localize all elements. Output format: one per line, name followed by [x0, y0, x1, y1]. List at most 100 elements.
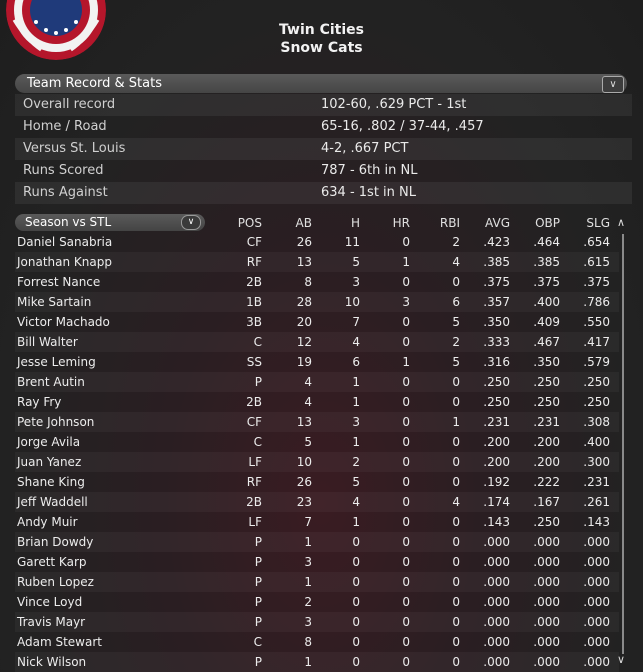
player-name[interactable]: Daniel Sanabria	[17, 235, 113, 249]
cell-rbi: 0	[452, 435, 460, 449]
column-header-ab[interactable]: AB	[295, 216, 312, 230]
cell-obp: .250	[533, 375, 560, 389]
table-row[interactable]: Jeff Waddell 2B 23 4 0 4 .174 .167 .261	[15, 492, 619, 512]
cell-avg: .333	[483, 335, 510, 349]
player-name[interactable]: Jeff Waddell	[17, 495, 88, 509]
record-row: Runs Scored 787 - 6th in NL	[15, 160, 632, 182]
cell-pos: LF	[248, 515, 262, 529]
table-row[interactable]: Ray Fry 2B 4 1 0 0 .250 .250 .250	[15, 392, 619, 412]
cell-slg: .000	[583, 575, 610, 589]
cell-h: 0	[352, 535, 360, 549]
player-name[interactable]: Garett Karp	[17, 555, 87, 569]
table-row[interactable]: Victor Machado 3B 20 7 0 5 .350 .409 .550	[15, 312, 619, 332]
player-name[interactable]: Brian Dowdy	[17, 535, 94, 549]
cell-pos: 2B	[246, 395, 262, 409]
player-name[interactable]: Forrest Nance	[17, 275, 101, 289]
team-record-header[interactable]: Team Record & Stats ∨	[15, 74, 627, 93]
player-name[interactable]: Shane King	[17, 475, 85, 489]
player-name[interactable]: Jonathan Knapp	[17, 255, 112, 269]
cell-slg: .000	[583, 555, 610, 569]
cell-slg: .550	[583, 315, 610, 329]
column-header-obp[interactable]: OBP	[535, 216, 560, 230]
table-row[interactable]: Nick Wilson P 1 0 0 0 .000 .000 .000	[15, 652, 619, 672]
column-header-h[interactable]: H	[350, 216, 360, 230]
table-row[interactable]: Vince Loyd P 2 0 0 0 .000 .000 .000	[15, 592, 619, 612]
cell-rbi: 0	[452, 275, 460, 289]
cell-rbi: 0	[452, 535, 460, 549]
player-name[interactable]: Bill Walter	[17, 335, 78, 349]
record-label: Overall record	[23, 97, 116, 112]
player-name[interactable]: Ray Fry	[17, 395, 62, 409]
table-row[interactable]: Juan Yanez LF 10 2 0 0 .200 .200 .300	[15, 452, 619, 472]
record-value: 102-60, .629 PCT - 1st	[321, 97, 467, 112]
table-row[interactable]: Garett Karp P 3 0 0 0 .000 .000 .000	[15, 552, 619, 572]
cell-slg: .261	[583, 495, 610, 509]
player-name[interactable]: Mike Sartain	[17, 295, 92, 309]
cell-pos: P	[254, 535, 262, 549]
table-row[interactable]: Forrest Nance 2B 8 3 0 0 .375 .375 .375	[15, 272, 619, 292]
scroll-down-icon[interactable]: ∨	[617, 653, 626, 666]
player-name[interactable]: Travis Mayr	[17, 615, 86, 629]
cell-hr: 0	[402, 535, 410, 549]
column-header-rbi[interactable]: RBI	[439, 216, 460, 230]
table-row[interactable]: Travis Mayr P 3 0 0 0 .000 .000 .000	[15, 612, 619, 632]
player-name[interactable]: Victor Machado	[17, 315, 110, 329]
cell-obp: .464	[533, 235, 560, 249]
table-row[interactable]: Jonathan Knapp RF 13 5 1 4 .385 .385 .615	[15, 252, 619, 272]
cell-h: 0	[352, 555, 360, 569]
table-row[interactable]: Jorge Avila C 5 1 0 0 .200 .200 .400	[15, 432, 619, 452]
cell-rbi: 2	[452, 235, 460, 249]
cell-avg: .250	[483, 395, 510, 409]
cell-pos: SS	[246, 355, 262, 369]
table-row[interactable]: Daniel Sanabria CF 26 11 0 2 .423 .464 .654	[15, 232, 619, 252]
player-name[interactable]: Jesse Leming	[17, 355, 96, 369]
player-name[interactable]: Andy Muir	[17, 515, 78, 529]
team-name: Snow Cats	[280, 40, 363, 56]
player-name[interactable]: Nick Wilson	[17, 655, 87, 669]
record-row: Overall record 102-60, .629 PCT - 1st	[15, 94, 632, 116]
cell-rbi: 0	[452, 455, 460, 469]
column-header-pos[interactable]: POS	[237, 216, 262, 230]
cell-obp: .467	[533, 335, 560, 349]
cell-rbi: 0	[452, 615, 460, 629]
cell-slg: .000	[583, 655, 610, 669]
chevron-down-icon[interactable]: ∨	[602, 76, 624, 93]
player-name[interactable]: Vince Loyd	[17, 595, 83, 609]
cell-pos: P	[254, 375, 262, 389]
cell-avg: .200	[483, 455, 510, 469]
cell-avg: .357	[483, 295, 510, 309]
cell-avg: .316	[483, 355, 510, 369]
cell-rbi: 2	[452, 335, 460, 349]
scrollbar[interactable]	[622, 234, 624, 654]
player-name[interactable]: Juan Yanez	[17, 455, 82, 469]
cell-hr: 0	[402, 615, 410, 629]
chevron-down-icon[interactable]: ∨	[181, 215, 201, 230]
player-name[interactable]: Adam Stewart	[17, 635, 102, 649]
cell-slg: .579	[583, 355, 610, 369]
table-row[interactable]: Brian Dowdy P 1 0 0 0 .000 .000 .000	[15, 532, 619, 552]
split-selector[interactable]: Season vs STL ∨	[15, 214, 205, 231]
cell-h: 0	[352, 595, 360, 609]
player-name[interactable]: Jorge Avila	[17, 435, 81, 449]
player-name[interactable]: Pete Johnson	[17, 415, 95, 429]
player-name[interactable]: Ruben Lopez	[17, 575, 94, 589]
column-header-slg[interactable]: SLG	[586, 216, 610, 230]
table-row[interactable]: Brent Autin P 4 1 0 0 .250 .250 .250	[15, 372, 619, 392]
scroll-up-icon[interactable]: ∧	[617, 216, 626, 229]
table-row[interactable]: Pete Johnson CF 13 3 0 1 .231 .231 .308	[15, 412, 619, 432]
table-row[interactable]: Mike Sartain 1B 28 10 3 6 .357 .400 .786	[15, 292, 619, 312]
record-label: Versus St. Louis	[23, 141, 126, 156]
player-name[interactable]: Brent Autin	[17, 375, 85, 389]
cell-rbi: 4	[452, 255, 460, 269]
table-row[interactable]: Shane King RF 26 5 0 0 .192 .222 .231	[15, 472, 619, 492]
cell-slg: .300	[583, 455, 610, 469]
cell-pos: C	[253, 635, 262, 649]
column-header-hr[interactable]: HR	[392, 216, 410, 230]
table-row[interactable]: Ruben Lopez P 1 0 0 0 .000 .000 .000	[15, 572, 619, 592]
cell-ab: 7	[304, 515, 312, 529]
table-row[interactable]: Jesse Leming SS 19 6 1 5 .316 .350 .579	[15, 352, 619, 372]
column-header-avg[interactable]: AVG	[485, 216, 510, 230]
table-row[interactable]: Andy Muir LF 7 1 0 0 .143 .250 .143	[15, 512, 619, 532]
table-row[interactable]: Adam Stewart C 8 0 0 0 .000 .000 .000	[15, 632, 619, 652]
table-row[interactable]: Bill Walter C 12 4 0 2 .333 .467 .417	[15, 332, 619, 352]
